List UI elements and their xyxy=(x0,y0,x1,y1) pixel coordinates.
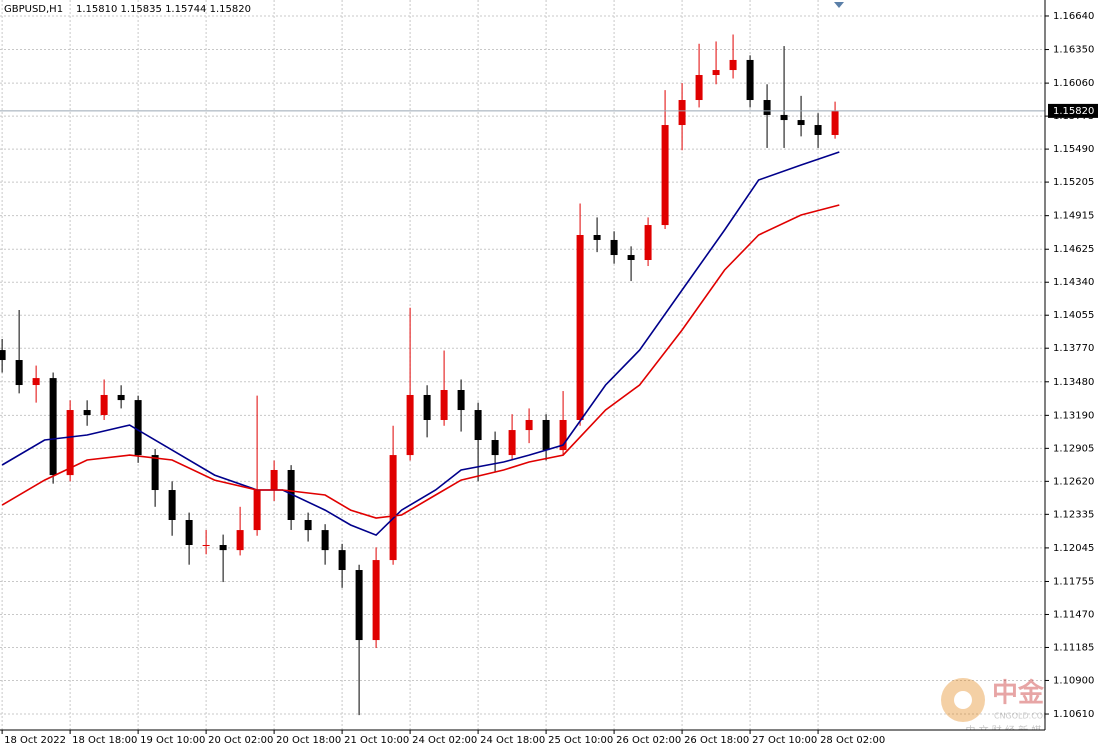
candle-body xyxy=(321,530,329,551)
price-axis-panel xyxy=(1045,0,1099,749)
candle-body xyxy=(576,234,584,420)
y-tick-label: 1.12045 xyxy=(1053,543,1094,554)
candle-body xyxy=(66,410,74,476)
candle-body xyxy=(219,545,227,551)
candle-body xyxy=(797,120,805,126)
candle-body xyxy=(355,570,363,641)
candle-body xyxy=(389,455,397,561)
y-tick-label: 1.11470 xyxy=(1053,609,1094,620)
candle-body xyxy=(185,520,193,546)
candle-body xyxy=(338,550,346,571)
candle-body xyxy=(304,520,312,531)
y-tick-label: 1.10610 xyxy=(1053,709,1094,720)
x-tick-label: 18 Oct 18:00 xyxy=(72,735,137,746)
moving-average xyxy=(1,151,840,537)
y-tick-label: 1.11185 xyxy=(1053,642,1094,653)
candle-body xyxy=(423,394,431,420)
candle-body xyxy=(202,545,210,547)
candle-body xyxy=(287,469,295,521)
x-tick-label: 21 Oct 10:00 xyxy=(344,735,409,746)
candle-body xyxy=(644,225,652,261)
y-tick-label: 1.13190 xyxy=(1053,410,1094,421)
candle-body xyxy=(457,390,465,411)
candle-body xyxy=(542,419,550,451)
current-price-label: 1.15820 xyxy=(1053,106,1094,117)
candle-body xyxy=(372,560,380,641)
time-axis-panel xyxy=(0,730,1099,749)
x-tick-label: 26 Oct 02:00 xyxy=(616,735,681,746)
candle-body xyxy=(168,490,176,521)
candle-body xyxy=(627,255,635,261)
y-tick-label: 1.16640 xyxy=(1053,11,1094,22)
candle-body xyxy=(508,430,516,456)
candle-body xyxy=(780,114,788,121)
candle-body xyxy=(406,394,414,456)
candle-body xyxy=(15,360,23,386)
candle-body xyxy=(236,530,244,551)
candle-body xyxy=(32,378,40,386)
watermark-logo xyxy=(954,691,972,709)
candle-body xyxy=(746,59,754,101)
x-tick-label: 18 Oct 2022 xyxy=(4,735,66,746)
x-tick-label: 20 Oct 02:00 xyxy=(208,735,273,746)
x-tick-label: 25 Oct 10:00 xyxy=(548,735,613,746)
watermark-site: CNGOLD.COM xyxy=(994,712,1050,721)
candle-body xyxy=(491,440,499,456)
candle-body xyxy=(593,234,601,240)
candle-body xyxy=(151,455,159,491)
y-tick-label: 1.10900 xyxy=(1053,675,1094,686)
candle-body xyxy=(100,394,108,416)
candle-body xyxy=(610,239,618,256)
moving-average xyxy=(1,204,840,519)
candle-body xyxy=(134,400,142,456)
x-tick-label: 27 Oct 10:00 xyxy=(752,735,817,746)
y-tick-label: 1.12620 xyxy=(1053,476,1094,487)
x-tick-label: 20 Oct 18:00 xyxy=(276,735,341,746)
candle-body xyxy=(831,110,839,135)
x-tick-label: 28 Oct 02:00 xyxy=(820,735,885,746)
symbol: GBPUSD,H1 xyxy=(4,4,63,15)
candle-body xyxy=(117,394,125,401)
y-tick-label: 1.14055 xyxy=(1053,310,1094,321)
y-tick-label: 1.15205 xyxy=(1053,177,1094,188)
y-tick-label: 1.12335 xyxy=(1053,509,1094,520)
ohlc-text: 1.15810 1.15835 1.15744 1.15820 xyxy=(76,4,251,15)
y-tick-label: 1.11755 xyxy=(1053,576,1094,587)
y-tick-label: 1.14915 xyxy=(1053,211,1094,222)
y-tick-label: 1.13770 xyxy=(1053,343,1094,354)
y-tick-label: 1.15490 xyxy=(1053,144,1094,155)
candle-body xyxy=(440,390,448,420)
y-tick-label: 1.16350 xyxy=(1053,45,1094,56)
candle-body xyxy=(712,70,720,76)
y-tick-label: 1.12905 xyxy=(1053,443,1094,454)
candle-body xyxy=(763,100,771,115)
scroll-marker[interactable] xyxy=(834,2,844,8)
y-tick-label: 1.14625 xyxy=(1053,244,1094,255)
candle-body xyxy=(678,100,686,126)
candle-body xyxy=(83,410,91,416)
marks xyxy=(0,34,1045,716)
current-price-box xyxy=(1048,103,1098,118)
candle-body xyxy=(729,59,737,71)
y-tick-label: 1.13480 xyxy=(1053,377,1094,388)
candle-body xyxy=(474,410,482,441)
y-tick-label: 1.16060 xyxy=(1053,78,1094,89)
candle-body xyxy=(270,469,278,491)
candle-body xyxy=(49,378,57,476)
x-tick-label: 24 Oct 02:00 xyxy=(412,735,477,746)
x-tick-label: 19 Oct 10:00 xyxy=(140,735,205,746)
x-tick-label: 24 Oct 18:00 xyxy=(480,735,545,746)
y-tick-label: 1.14340 xyxy=(1053,277,1094,288)
candle-body xyxy=(525,419,533,431)
candle-body xyxy=(0,350,6,361)
watermark-logo xyxy=(941,678,985,722)
candle-body xyxy=(814,125,822,135)
candle-body xyxy=(559,419,567,451)
candle-body xyxy=(253,490,261,531)
candle-body xyxy=(695,75,703,101)
candle-body xyxy=(661,125,669,226)
x-tick-label: 26 Oct 18:00 xyxy=(684,735,749,746)
